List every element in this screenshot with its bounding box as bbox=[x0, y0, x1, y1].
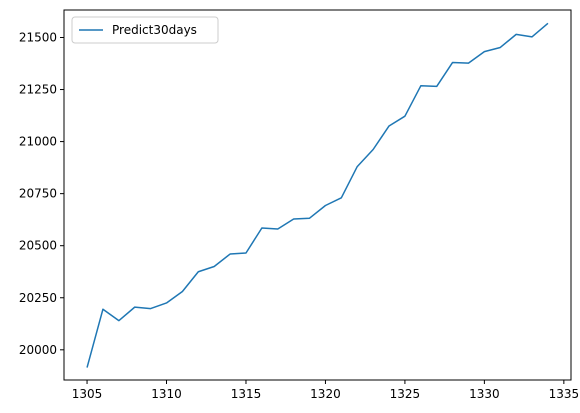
x-tick-label: 1330 bbox=[469, 387, 500, 401]
y-axis: 20000 20250 20500 20750 21000 21250 21500 bbox=[19, 30, 64, 356]
x-tick-label: 1335 bbox=[549, 387, 580, 401]
x-tick-label: 1305 bbox=[72, 387, 103, 401]
x-tick-label: 1320 bbox=[310, 387, 341, 401]
y-tick-label: 21000 bbox=[19, 135, 57, 149]
y-tick-label: 21250 bbox=[19, 83, 57, 97]
y-tick-label: 20500 bbox=[19, 239, 57, 253]
series-line bbox=[87, 23, 548, 367]
y-tick-label: 20250 bbox=[19, 291, 57, 305]
x-tick-label: 1325 bbox=[390, 387, 421, 401]
y-tick-label: 21500 bbox=[19, 30, 57, 44]
legend-label: Predict30days bbox=[112, 23, 197, 37]
y-tick-label: 20000 bbox=[19, 343, 57, 357]
legend: Predict30days bbox=[72, 17, 218, 43]
x-axis: 1305 1310 1315 1320 1325 1330 1335 bbox=[72, 380, 579, 401]
x-tick-label: 1310 bbox=[151, 387, 182, 401]
plot-area bbox=[87, 23, 548, 367]
x-tick-label: 1315 bbox=[231, 387, 262, 401]
y-tick-label: 20750 bbox=[19, 187, 57, 201]
plot-frame bbox=[64, 10, 571, 380]
